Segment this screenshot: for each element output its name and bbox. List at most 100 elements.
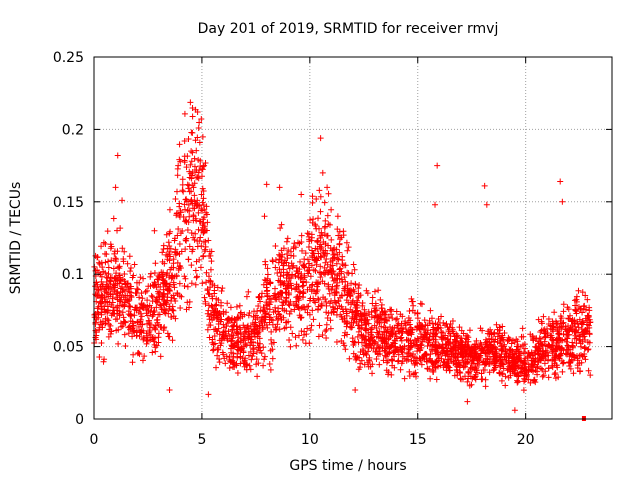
data-point: [190, 184, 197, 191]
data-point: [107, 280, 114, 287]
data-point: [549, 348, 556, 355]
data-point: [329, 255, 336, 262]
data-point: [215, 318, 222, 325]
data-point: [153, 304, 160, 311]
data-point: [188, 262, 195, 269]
data-point: [98, 243, 105, 250]
data-point: [137, 328, 144, 335]
data-point: [102, 299, 109, 306]
data-point: [486, 331, 493, 338]
data-point: [261, 356, 268, 363]
data-point: [312, 221, 319, 228]
data-point: [407, 344, 414, 351]
data-point: [378, 316, 385, 323]
data-point: [387, 306, 394, 313]
data-point: [97, 300, 104, 307]
data-point: [315, 215, 322, 222]
data-point: [176, 280, 183, 287]
data-point: [168, 264, 175, 271]
data-point: [536, 355, 543, 362]
data-point: [315, 279, 322, 286]
data-point: [124, 260, 131, 267]
data-point: [126, 253, 133, 260]
data-point: [143, 306, 150, 313]
data-point: [571, 335, 578, 342]
data-point: [307, 295, 314, 302]
data-point: [383, 353, 390, 360]
data-point: [202, 160, 209, 167]
data-point: [249, 345, 256, 352]
plot-frame: [93, 56, 613, 420]
y-tick-label: 0.25: [53, 50, 84, 66]
data-point: [258, 318, 265, 325]
data-point: [389, 315, 396, 322]
data-point: [137, 318, 144, 325]
data-point: [169, 306, 176, 313]
data-point: [322, 240, 329, 247]
data-point: [554, 364, 561, 371]
data-point: [147, 273, 154, 280]
data-point: [291, 306, 298, 313]
data-point: [255, 294, 262, 301]
data-point: [545, 365, 552, 372]
data-point: [253, 356, 260, 363]
data-point: [424, 327, 431, 334]
data-point: [97, 283, 104, 290]
data-point: [100, 358, 107, 365]
data-point: [575, 324, 582, 331]
data-point: [283, 269, 290, 276]
data-point: [355, 290, 362, 297]
data-point: [278, 316, 285, 323]
data-point: [339, 257, 346, 264]
data-point: [211, 326, 218, 333]
data-point: [366, 341, 373, 348]
data-point: [568, 325, 575, 332]
data-point: [308, 234, 315, 241]
data-point: [395, 320, 402, 327]
data-point: [318, 302, 325, 309]
data-point: [226, 357, 233, 364]
data-point: [316, 322, 323, 329]
data-point: [94, 305, 101, 312]
data-point: [416, 347, 423, 354]
data-point: [235, 330, 242, 337]
data-point: [483, 201, 490, 208]
data-point: [444, 336, 451, 343]
data-point: [181, 159, 188, 166]
data-point: [267, 347, 274, 354]
data-point: [574, 362, 581, 369]
data-point: [134, 286, 141, 293]
data-point: [464, 358, 471, 365]
data-point: [357, 325, 364, 332]
data-point: [297, 258, 304, 265]
data-point: [319, 332, 326, 339]
data-point: [105, 270, 112, 277]
data-point: [245, 352, 252, 359]
data-point: [343, 239, 350, 246]
data-point: [456, 324, 463, 331]
data-point: [267, 280, 274, 287]
data-point: [272, 304, 279, 311]
data-point: [352, 387, 359, 394]
data-point: [269, 355, 276, 362]
data-point: [166, 387, 173, 394]
data-point: [447, 320, 454, 327]
data-point: [229, 326, 236, 333]
y-tick-labels: 0 0.05 0.1 0.15 0.2 0.25: [53, 50, 84, 428]
data-point: [513, 371, 520, 378]
data-point: [192, 281, 199, 288]
data-point: [394, 315, 401, 322]
data-point: [130, 328, 137, 335]
data-point: [333, 338, 340, 345]
data-point: [408, 340, 415, 347]
data-point: [554, 321, 561, 328]
data-point: [522, 372, 529, 379]
data-point: [195, 226, 202, 233]
data-point: [284, 251, 291, 258]
data-point: [586, 339, 593, 346]
data-point: [376, 344, 383, 351]
data-point: [363, 312, 370, 319]
data-point: [450, 349, 457, 356]
data-point: [413, 326, 420, 333]
data-point: [315, 333, 322, 340]
